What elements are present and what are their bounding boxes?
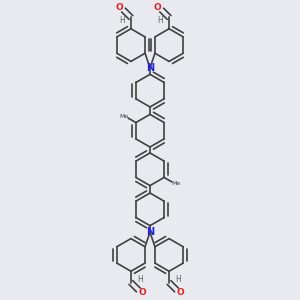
Text: H: H	[137, 275, 143, 284]
Text: O: O	[116, 3, 123, 12]
Text: O: O	[154, 3, 161, 12]
Text: H: H	[175, 275, 181, 284]
Text: Me: Me	[172, 182, 181, 187]
Text: H: H	[119, 16, 125, 25]
Text: N: N	[146, 63, 154, 73]
Text: O: O	[177, 288, 184, 297]
Text: Me: Me	[119, 113, 128, 119]
Text: O: O	[139, 288, 146, 297]
Text: N: N	[146, 227, 154, 237]
Text: H: H	[157, 16, 163, 25]
